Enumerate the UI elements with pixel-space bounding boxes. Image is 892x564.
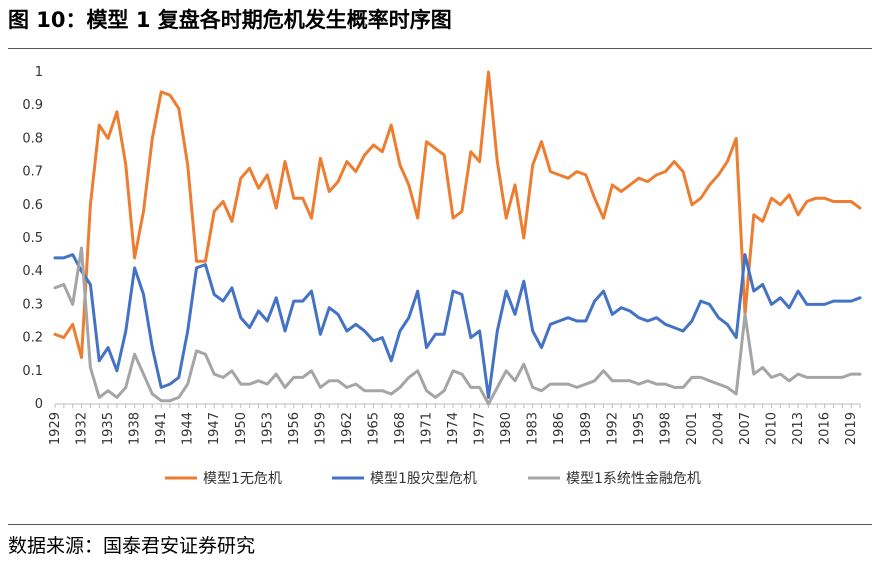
x-tick-label: 1995 bbox=[632, 412, 647, 445]
x-tick-label: 2004 bbox=[711, 412, 726, 445]
x-tick-label: 1989 bbox=[579, 412, 594, 445]
x-tick-label: 1944 bbox=[181, 412, 196, 445]
legend-label: 模型1无危机 bbox=[203, 471, 282, 487]
x-tick-label: 1977 bbox=[473, 412, 488, 445]
x-tick-label: 2016 bbox=[818, 412, 833, 445]
x-tick-label: 1974 bbox=[446, 412, 461, 445]
y-tick-label: 0.3 bbox=[22, 297, 43, 312]
legend-label: 模型1系统性金融危机 bbox=[566, 471, 701, 487]
source-note: 数据来源：国泰君安证券研究 bbox=[8, 535, 256, 557]
x-tick-label: 1983 bbox=[526, 412, 541, 445]
y-tick-label: 1 bbox=[35, 65, 43, 80]
x-tick-label: 2019 bbox=[844, 412, 859, 445]
legend-label: 模型1股灾型危机 bbox=[370, 470, 477, 487]
y-tick-label: 0.9 bbox=[22, 98, 43, 113]
x-tick-label: 1965 bbox=[366, 412, 381, 445]
bottom-divider bbox=[8, 524, 872, 525]
x-tick-label: 1956 bbox=[287, 412, 302, 445]
x-tick-label: 1941 bbox=[154, 412, 169, 445]
x-tick-label: 2013 bbox=[791, 412, 806, 445]
y-tick-label: 0.4 bbox=[22, 264, 43, 279]
x-tick-label: 1947 bbox=[207, 412, 222, 445]
x-tick-label: 1959 bbox=[313, 412, 328, 445]
x-tick-label: 1986 bbox=[552, 412, 567, 445]
x-tick-label: 2010 bbox=[765, 412, 780, 445]
x-tick-label: 1953 bbox=[260, 412, 275, 445]
y-tick-label: 0.2 bbox=[22, 331, 43, 346]
series-line-no-crisis bbox=[53, 70, 862, 359]
x-tick-label: 1992 bbox=[605, 412, 620, 445]
x-tick-label: 1998 bbox=[658, 412, 673, 445]
top-divider bbox=[8, 48, 872, 49]
x-tick-label: 2007 bbox=[738, 412, 753, 445]
x-tick-label: 1971 bbox=[420, 412, 435, 445]
series-line-stock-crash bbox=[53, 253, 862, 399]
y-tick-label: 0.8 bbox=[22, 131, 43, 146]
y-tick-label: 0.6 bbox=[22, 198, 43, 213]
chart-axes: 0 0.1 0.2 0.3 0.4 0.5 0.6 0.7 0.8 0.9 1 1929 1932 193… bbox=[22, 65, 861, 445]
page-title: 图 10：模型 1 复盘各时期危机发生概率时序图 bbox=[8, 8, 452, 32]
series-line-systemic bbox=[53, 246, 862, 406]
x-tick-label: 1962 bbox=[340, 412, 355, 445]
y-tick-label: 0.7 bbox=[22, 165, 43, 180]
x-tick-label: 1932 bbox=[75, 412, 90, 445]
x-tick-label: 1950 bbox=[234, 412, 249, 445]
y-tick-label: 0 bbox=[35, 397, 43, 412]
x-tick-label: 1968 bbox=[393, 412, 408, 445]
chart-series bbox=[53, 70, 862, 406]
x-tick-label: 1938 bbox=[128, 412, 143, 445]
x-tick-label: 1980 bbox=[499, 412, 514, 445]
y-tick-label: 0.1 bbox=[22, 364, 43, 379]
chart-legend: 模型1无危机 模型1股灾型危机 模型1系统性金融危机 bbox=[165, 470, 701, 487]
x-tick-label: 1929 bbox=[48, 412, 63, 445]
x-tick-label: 1935 bbox=[101, 412, 116, 445]
y-tick-label: 0.5 bbox=[22, 231, 43, 246]
x-tick-label: 2001 bbox=[685, 412, 700, 445]
